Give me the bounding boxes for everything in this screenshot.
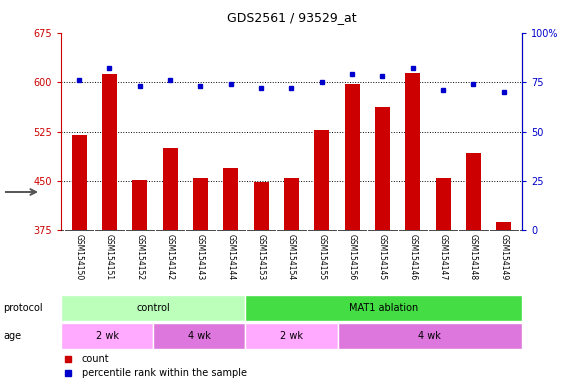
- Bar: [102, 74, 117, 230]
- Bar: [162, 148, 177, 230]
- Bar: [314, 130, 329, 230]
- Bar: [338, 323, 522, 349]
- Text: GDS2561 / 93529_at: GDS2561 / 93529_at: [227, 12, 356, 25]
- Text: GSM154153: GSM154153: [256, 233, 266, 280]
- Text: percentile rank within the sample: percentile rank within the sample: [82, 368, 246, 378]
- Bar: [345, 84, 360, 230]
- Bar: [375, 107, 390, 230]
- Bar: [132, 180, 147, 230]
- Text: 4 wk: 4 wk: [418, 331, 441, 341]
- Bar: [61, 323, 153, 349]
- Text: GSM154154: GSM154154: [287, 233, 296, 280]
- Text: GSM154142: GSM154142: [166, 233, 175, 280]
- Bar: [436, 178, 451, 230]
- Bar: [61, 295, 245, 321]
- Bar: [284, 178, 299, 230]
- Bar: [466, 152, 481, 230]
- Bar: [405, 73, 420, 230]
- Bar: [245, 323, 338, 349]
- Text: 4 wk: 4 wk: [188, 331, 211, 341]
- Text: GSM154147: GSM154147: [438, 233, 448, 280]
- Text: GSM154143: GSM154143: [196, 233, 205, 280]
- Bar: [253, 182, 269, 230]
- Text: GSM154146: GSM154146: [408, 233, 417, 280]
- Text: GSM154145: GSM154145: [378, 233, 387, 280]
- Text: GSM154148: GSM154148: [469, 233, 478, 280]
- Text: GSM154150: GSM154150: [75, 233, 84, 280]
- Text: GSM154152: GSM154152: [135, 233, 144, 280]
- Text: MAT1 ablation: MAT1 ablation: [349, 303, 418, 313]
- Text: GSM154155: GSM154155: [317, 233, 327, 280]
- Bar: [71, 135, 86, 230]
- Bar: [245, 295, 522, 321]
- Text: GSM154151: GSM154151: [105, 233, 114, 280]
- Text: count: count: [82, 354, 109, 364]
- Text: age: age: [3, 331, 21, 341]
- Bar: [223, 168, 238, 230]
- Text: protocol: protocol: [3, 303, 42, 313]
- Text: GSM154149: GSM154149: [499, 233, 508, 280]
- Bar: [496, 222, 512, 230]
- Text: GSM154144: GSM154144: [226, 233, 235, 280]
- Bar: [193, 178, 208, 230]
- Text: 2 wk: 2 wk: [96, 331, 118, 341]
- Text: GSM154156: GSM154156: [347, 233, 357, 280]
- Text: 2 wk: 2 wk: [280, 331, 303, 341]
- Bar: [153, 323, 245, 349]
- Text: control: control: [136, 303, 170, 313]
